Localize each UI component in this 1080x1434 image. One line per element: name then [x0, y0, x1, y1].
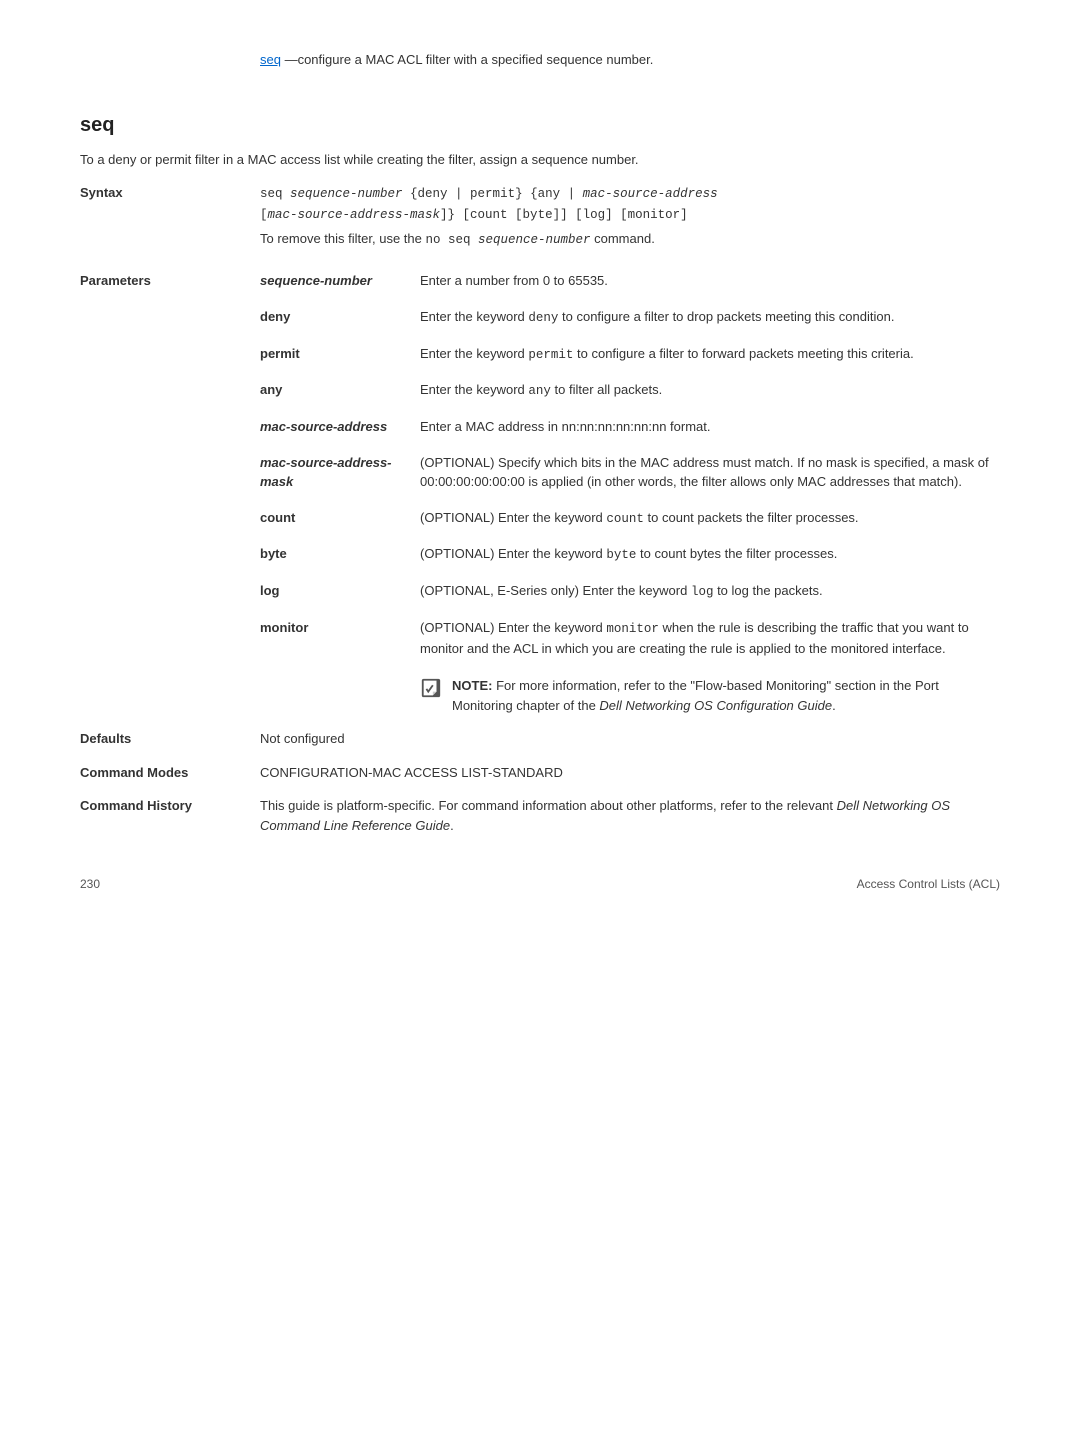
param-row: permitEnter the keyword permit to config…	[260, 336, 1000, 373]
param-name: byte	[260, 536, 420, 573]
param-desc: Enter a number from 0 to 65535.	[420, 263, 1000, 299]
related-link-line: seq —configure a MAC ACL filter with a s…	[260, 50, 1000, 70]
syntax-remove-post: command.	[591, 231, 655, 246]
parameters-label: Parameters	[80, 263, 260, 715]
command-history-value: This guide is platform-specific. For com…	[260, 796, 1000, 835]
syntax-row: Syntax seq sequence-number {deny | permi…	[80, 183, 1000, 249]
param-desc: Enter the keyword permit to configure a …	[420, 336, 1000, 373]
parameters-row: Parameters sequence-numberEnter a number…	[80, 263, 1000, 715]
footer-page: 230	[80, 875, 100, 893]
param-desc: (OPTIONAL) Enter the keyword byte to cou…	[420, 536, 1000, 573]
syntax-text: ]} [count [byte]] [log] [monitor]	[440, 208, 688, 222]
syntax-text: [	[260, 208, 268, 222]
param-row: log(OPTIONAL, E-Series only) Enter the k…	[260, 573, 1000, 610]
command-history-label: Command History	[80, 796, 260, 835]
command-history-post: .	[450, 818, 454, 833]
syntax-text: seq	[260, 187, 290, 201]
param-row: mac-source-address-mask(OPTIONAL) Specif…	[260, 445, 1000, 500]
param-row: anyEnter the keyword any to filter all p…	[260, 372, 1000, 409]
seq-link[interactable]: seq	[260, 52, 281, 67]
param-desc: (OPTIONAL) Specify which bits in the MAC…	[420, 445, 1000, 500]
command-history-pre: This guide is platform-specific. For com…	[260, 798, 837, 813]
note-italic: Dell Networking OS Configuration Guide	[599, 698, 832, 713]
note-bold: NOTE:	[452, 678, 496, 693]
note-text: NOTE: For more information, refer to the…	[452, 676, 1000, 715]
param-row: sequence-numberEnter a number from 0 to …	[260, 263, 1000, 299]
parameters-body: sequence-numberEnter a number from 0 to …	[260, 263, 1000, 715]
syntax-text: mac-source-address	[583, 187, 718, 201]
param-name: sequence-number	[260, 263, 420, 299]
param-desc: Enter the keyword deny to configure a fi…	[420, 299, 1000, 336]
param-name: mac-source-address-mask	[260, 445, 420, 500]
param-row: count(OPTIONAL) Enter the keyword count …	[260, 500, 1000, 537]
param-desc: (OPTIONAL) Enter the keyword count to co…	[420, 500, 1000, 537]
defaults-label: Defaults	[80, 729, 260, 749]
param-desc: Enter the keyword any to filter all pack…	[420, 372, 1000, 409]
param-name: permit	[260, 336, 420, 373]
syntax-remove-ital: sequence-number	[478, 233, 591, 247]
syntax-label: Syntax	[80, 183, 260, 249]
param-name: mac-source-address	[260, 409, 420, 445]
page-footer: 230 Access Control Lists (ACL)	[80, 875, 1000, 893]
section-heading: seq	[80, 110, 1000, 140]
param-desc: (OPTIONAL) Enter the keyword monitor whe…	[420, 610, 1000, 666]
syntax-text: mac-source-address-mask	[268, 208, 441, 222]
param-name: count	[260, 500, 420, 537]
param-name: log	[260, 573, 420, 610]
command-modes-value: CONFIGURATION-MAC ACCESS LIST-STANDARD	[260, 763, 1000, 783]
syntax-remove-text: To remove this filter, use the	[260, 231, 425, 246]
param-row: monitor(OPTIONAL) Enter the keyword moni…	[260, 610, 1000, 666]
defaults-row: Defaults Not configured	[80, 729, 1000, 749]
param-row: byte(OPTIONAL) Enter the keyword byte to…	[260, 536, 1000, 573]
footer-title: Access Control Lists (ACL)	[857, 875, 1000, 893]
syntax-remove-cmd: no seq	[425, 233, 478, 247]
syntax-text: {deny | permit} {any |	[403, 187, 583, 201]
note-post: .	[832, 698, 836, 713]
param-name: monitor	[260, 610, 420, 666]
section-intro: To a deny or permit filter in a MAC acce…	[80, 150, 1000, 170]
note-block: NOTE: For more information, refer to the…	[420, 676, 1000, 715]
param-name: any	[260, 372, 420, 409]
param-desc: (OPTIONAL, E-Series only) Enter the keyw…	[420, 573, 1000, 610]
command-modes-row: Command Modes CONFIGURATION-MAC ACCESS L…	[80, 763, 1000, 783]
command-modes-label: Command Modes	[80, 763, 260, 783]
param-row: mac-source-addressEnter a MAC address in…	[260, 409, 1000, 445]
syntax-text: sequence-number	[290, 187, 403, 201]
defaults-value: Not configured	[260, 729, 1000, 749]
param-row: denyEnter the keyword deny to configure …	[260, 299, 1000, 336]
param-name: deny	[260, 299, 420, 336]
command-history-row: Command History This guide is platform-s…	[80, 796, 1000, 835]
param-desc: Enter a MAC address in nn:nn:nn:nn:nn:nn…	[420, 409, 1000, 445]
note-icon	[420, 677, 442, 699]
syntax-body: seq sequence-number {deny | permit} {any…	[260, 183, 1000, 249]
related-link-text: —configure a MAC ACL filter with a speci…	[281, 52, 653, 67]
